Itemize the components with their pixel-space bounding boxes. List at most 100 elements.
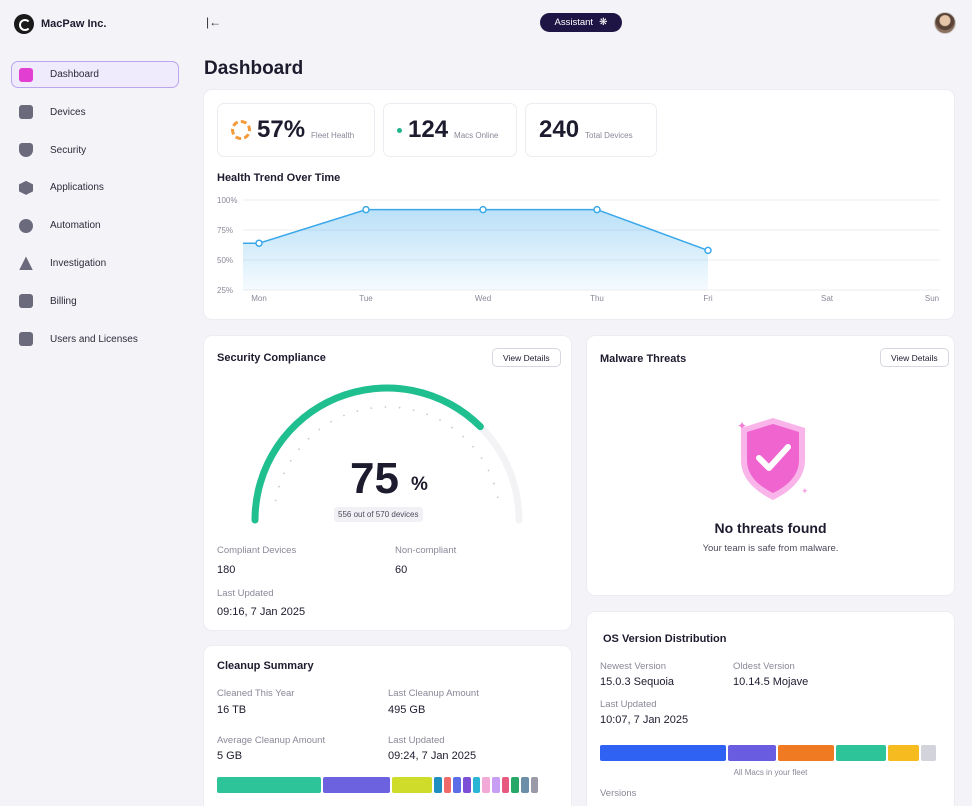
bar-segment[interactable] — [511, 777, 519, 793]
y-tick-label: 25% — [217, 286, 233, 295]
bar-segment[interactable] — [392, 777, 433, 793]
gauge-tick — [451, 426, 454, 429]
bar-segment[interactable] — [491, 777, 500, 793]
gauge-tick — [370, 407, 373, 409]
bar-segment[interactable] — [472, 777, 481, 793]
x-tick-label: Sat — [821, 294, 834, 303]
sidebar-item-dashboard[interactable]: Dashboard — [11, 61, 179, 88]
gauge-tick — [318, 428, 321, 431]
bar-segment[interactable] — [453, 777, 462, 793]
oldest-version-label: Oldest Version — [733, 661, 795, 672]
bar-segment[interactable] — [887, 745, 920, 761]
gauge-tick — [426, 413, 429, 416]
malware-threats-card: Malware Threats View Details ✦ ✦ No thre… — [587, 336, 954, 595]
avatar[interactable] — [934, 12, 956, 34]
svg-text:✦: ✦ — [737, 419, 747, 433]
gauge-tick — [283, 472, 285, 475]
series-area — [243, 209, 708, 290]
sidebar-item-label: Security — [50, 144, 87, 156]
versions-label: Versions — [600, 788, 637, 799]
health-trend-title: Health Trend Over Time — [217, 172, 341, 184]
gauge-tick — [398, 406, 401, 409]
data-point — [255, 239, 263, 247]
bar-segment[interactable] — [836, 745, 886, 761]
no-threats-subtitle: Your team is safe from malware. — [702, 543, 839, 554]
sparkle-icon: ❋ — [599, 17, 608, 28]
compliance-gauge — [251, 384, 523, 524]
gauge-tick — [343, 414, 345, 417]
sidebar-item-label: Automation — [50, 220, 101, 232]
brand[interactable]: MacPaw Inc. — [14, 14, 106, 34]
gauge-tick — [289, 459, 292, 462]
noncompliant-label: Non-compliant — [395, 545, 457, 556]
last-cleanup-amount-value: 495 GB — [388, 704, 426, 716]
automation-icon — [19, 218, 33, 233]
fleet-health-card: 57% Fleet Health 124 Macs Online 240 Tot… — [204, 90, 954, 319]
total-devices-value: 240 — [539, 116, 580, 143]
dashboard-icon — [19, 67, 33, 82]
shield-check-icon: ✦ ✦ — [737, 418, 809, 500]
compliant-devices-value: 180 — [217, 564, 236, 576]
shield-icon — [19, 143, 33, 158]
sidebar-item-users-and-licenses[interactable]: Users and Licenses — [11, 326, 179, 353]
sidebar-item-label: Devices — [50, 106, 86, 118]
cleanup-summary-card: Cleanup Summary Cleaned This Year 16 TB … — [204, 646, 571, 806]
gauge-tick — [412, 409, 415, 412]
sidebar-item-applications[interactable]: Applications — [11, 174, 179, 201]
x-tick-label: Fri — [703, 294, 713, 303]
bar-segment[interactable] — [463, 777, 471, 793]
bar-segment[interactable] — [501, 777, 510, 793]
total-devices-label: Total Devices — [585, 130, 633, 140]
bar-segment[interactable] — [600, 745, 726, 761]
sidebar-item-devices[interactable]: Devices — [11, 99, 179, 126]
users-icon — [19, 332, 33, 347]
collapse-sidebar-icon[interactable]: |← — [206, 15, 222, 29]
sidebar-item-security[interactable]: Security — [11, 137, 179, 164]
data-point — [593, 205, 601, 214]
devices-icon — [19, 105, 33, 120]
sidebar-item-investigation[interactable]: Investigation — [11, 250, 179, 277]
fleet-health-stat: 57% Fleet Health — [217, 103, 375, 157]
cleaned-year-label: Cleaned This Year — [217, 688, 295, 699]
sidebar-item-label: Billing — [50, 295, 77, 307]
cleanup-title: Cleanup Summary — [217, 660, 314, 672]
compliance-percent-unit: % — [411, 474, 428, 495]
cleanup-distribution-bar — [217, 777, 549, 793]
sidebar-item-label: Investigation — [50, 257, 107, 269]
compliance-view-details-button[interactable]: View Details — [492, 348, 561, 367]
noncompliant-value: 60 — [395, 564, 408, 576]
warning-icon — [19, 256, 33, 271]
sidebar-item-automation[interactable]: Automation — [11, 212, 179, 239]
fleet-health-value: 57% — [257, 116, 306, 143]
os-bar-caption: All Macs in your fleet — [733, 768, 808, 777]
bar-segment[interactable] — [482, 777, 490, 793]
bar-segment[interactable] — [727, 745, 776, 761]
sidebar: MacPaw Inc. Dashboard Devices Security A… — [0, 0, 192, 806]
svg-text:✦: ✦ — [801, 487, 809, 497]
bar-segment[interactable] — [921, 745, 936, 761]
bar-segment[interactable] — [434, 777, 442, 793]
os-distribution-bar — [600, 745, 941, 762]
gauge-tick — [493, 482, 495, 485]
bar-segment[interactable] — [443, 777, 452, 793]
last-cleanup-amount-label: Last Cleanup Amount — [388, 688, 479, 699]
compliance-updated-label: Last Updated — [217, 588, 274, 599]
sidebar-item-billing[interactable]: Billing — [11, 288, 179, 315]
bar-segment[interactable] — [217, 777, 322, 793]
gauge-tick — [278, 485, 280, 488]
macs-online-label: Macs Online — [454, 130, 499, 140]
bar-segment[interactable] — [777, 745, 835, 761]
x-tick-label: Thu — [590, 294, 604, 303]
x-tick-label: Sun — [925, 294, 939, 303]
newest-version-label: Newest Version — [600, 661, 667, 672]
assistant-button[interactable]: Assistant ❋ — [540, 13, 622, 32]
progress-ring-icon — [231, 120, 251, 140]
bar-segment[interactable] — [530, 777, 539, 793]
brand-name: MacPaw Inc. — [41, 18, 107, 30]
bar-segment[interactable] — [520, 777, 529, 793]
bar-segment[interactable] — [323, 777, 391, 793]
x-tick-label: Wed — [475, 294, 491, 303]
gauge-tick — [384, 406, 387, 408]
malware-view-details-button[interactable]: View Details — [880, 348, 949, 367]
